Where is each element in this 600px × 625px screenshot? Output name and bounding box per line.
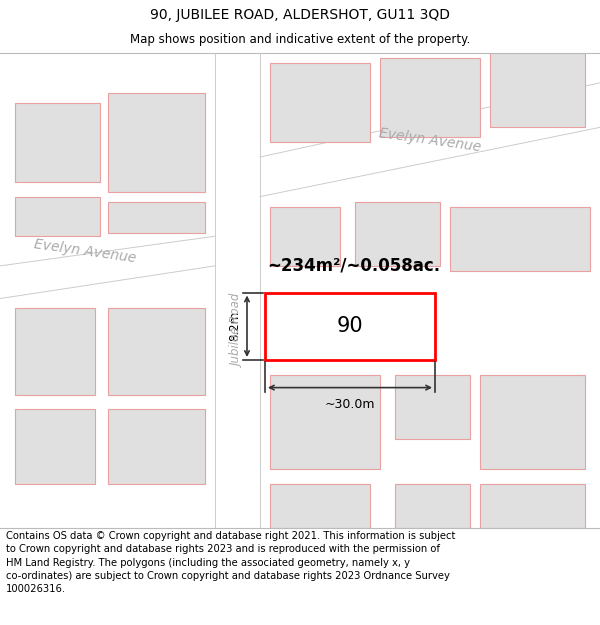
Text: ~234m²/~0.058ac.: ~234m²/~0.058ac. — [267, 257, 440, 275]
Bar — [380, 58, 480, 138]
Text: Evelyn Avenue: Evelyn Avenue — [33, 237, 137, 265]
Text: Jubilee Road: Jubilee Road — [230, 294, 244, 367]
Bar — [108, 201, 205, 233]
Bar — [355, 201, 440, 266]
Bar — [15, 308, 95, 394]
Bar — [395, 484, 470, 528]
Bar — [270, 63, 370, 142]
Bar — [15, 197, 100, 236]
Text: 8.2m: 8.2m — [228, 311, 241, 341]
Bar — [270, 375, 380, 469]
Bar — [450, 206, 590, 271]
Bar — [480, 375, 585, 469]
Bar — [270, 206, 340, 266]
Bar — [108, 308, 205, 394]
Bar — [395, 375, 470, 439]
Text: Map shows position and indicative extent of the property.: Map shows position and indicative extent… — [130, 33, 470, 46]
Text: Evelyn Avenue: Evelyn Avenue — [378, 126, 482, 154]
Text: 90: 90 — [337, 316, 364, 336]
Bar — [215, 53, 260, 528]
Polygon shape — [260, 82, 600, 197]
Bar — [108, 409, 205, 484]
Text: ~30.0m: ~30.0m — [325, 398, 375, 411]
Bar — [15, 102, 100, 182]
Text: 90, JUBILEE ROAD, ALDERSHOT, GU11 3QD: 90, JUBILEE ROAD, ALDERSHOT, GU11 3QD — [150, 8, 450, 22]
Polygon shape — [0, 236, 215, 299]
Bar — [15, 409, 95, 484]
Bar — [490, 53, 585, 128]
Text: Contains OS data © Crown copyright and database right 2021. This information is : Contains OS data © Crown copyright and d… — [6, 531, 455, 594]
Bar — [480, 484, 585, 528]
Bar — [108, 92, 205, 192]
Bar — [270, 484, 370, 528]
Bar — [265, 292, 435, 360]
